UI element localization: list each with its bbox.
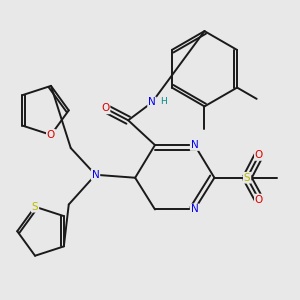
Text: N: N <box>148 98 156 107</box>
Text: H: H <box>160 97 167 106</box>
Text: N: N <box>191 140 199 150</box>
Text: O: O <box>101 103 110 113</box>
Text: O: O <box>255 194 263 205</box>
Text: N: N <box>191 204 199 214</box>
Text: O: O <box>255 150 263 160</box>
Text: S: S <box>244 173 250 183</box>
Text: S: S <box>32 202 38 212</box>
Text: N: N <box>92 170 99 180</box>
Text: O: O <box>47 130 55 140</box>
